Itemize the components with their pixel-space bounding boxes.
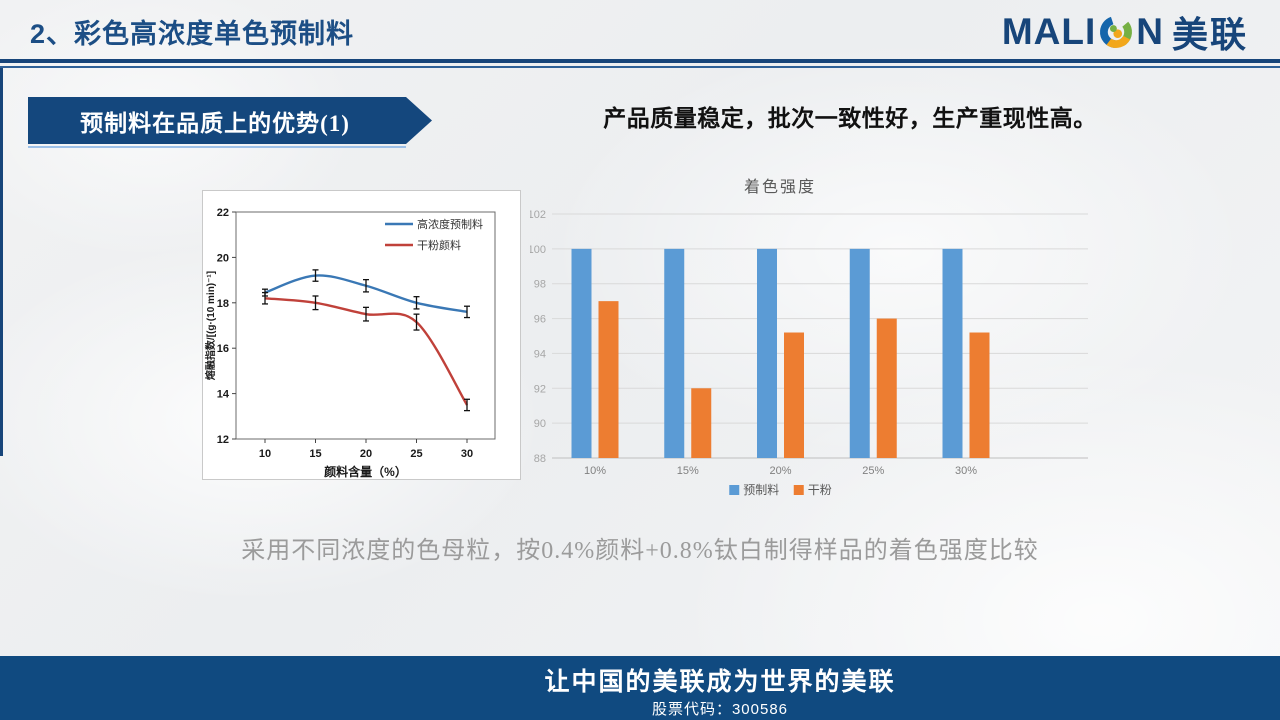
svg-text:30: 30 [461,448,473,460]
svg-text:25: 25 [410,448,422,460]
section-banner: 预制料在品质上的优势(1) [28,97,432,144]
footer-slogan: 让中国的美联成为世界的美联 [544,668,896,696]
svg-text:100: 100 [530,244,546,256]
svg-text:着色强度: 着色强度 [744,178,816,196]
left-accent-stripe [0,68,3,456]
svg-text:干粉颜料: 干粉颜料 [417,238,461,252]
svg-text:15%: 15% [677,465,699,477]
svg-text:96: 96 [534,314,546,326]
header: 2、彩色高浓度单色预制料 MALI N 美联 [0,0,1280,68]
logo-text-en: MALI N [1002,11,1164,53]
svg-text:15: 15 [309,448,321,460]
svg-text:94: 94 [534,348,546,360]
svg-text:熔融指数/[(g·(10 min)⁻¹]: 熔融指数/[(g·(10 min)⁻¹] [204,271,217,380]
svg-text:22: 22 [217,207,229,219]
svg-text:颜料含量（%）: 颜料含量（%） [324,464,407,479]
logo-text-prefix: MALI [1001,11,1097,52]
svg-text:30%: 30% [955,465,977,477]
svg-text:92: 92 [534,383,546,395]
banner-underline [28,146,406,148]
section-banner-label: 预制料在品质上的优势(1) [80,110,350,136]
svg-text:高浓度预制料: 高浓度预制料 [417,217,483,231]
svg-text:12: 12 [217,434,229,446]
bar-chart-region: 着色强度 88 90 92 94 96 98 100 102 10% 15% 20% 25% 30% 预制料… [528,172,1115,517]
svg-text:102: 102 [530,209,546,221]
svg-text:预制料: 预制料 [743,483,779,497]
page-title: 2、彩色高浓度单色预制料 [30,19,355,49]
svg-text:88: 88 [534,453,546,465]
svg-text:10%: 10% [584,465,606,477]
logo-swirl-icon [1100,16,1133,48]
header-rule-thin [0,66,1280,68]
footer-band: 让中国的美联成为世界的美联 股票代码：300586 [0,656,1280,720]
line-chart: 12 14 16 18 20 22 10 15 20 25 30 颜料含量（%） 熔融指数/[(g·(1… [204,207,496,479]
svg-text:18: 18 [217,298,229,310]
logo-text-cn: 美联 [1171,14,1248,55]
svg-text:20: 20 [360,448,372,460]
svg-text:10: 10 [259,448,271,460]
headline-text: 产品质量稳定，批次一致性好，生产重现性高。 [603,105,1097,131]
svg-text:14: 14 [217,389,230,401]
malion-logo: MALI N 美联 [1002,8,1248,56]
svg-text:16: 16 [217,343,229,355]
svg-text:干粉: 干粉 [808,483,832,497]
caption-text: 采用不同浓度的色母粒，按0.4%颜料+0.8%钛白制得样品的着色强度比较 [241,538,1039,564]
footer-stock-code: 股票代码：300586 [651,701,789,718]
logo-text-suffix: N [1136,11,1164,52]
line-chart-panel: 12 14 16 18 20 22 10 15 20 25 30 颜料含量（%） 熔融指数/[(g·(1… [202,190,521,480]
svg-text:20%: 20% [769,465,791,477]
svg-text:98: 98 [534,279,546,291]
svg-text:90: 90 [534,418,546,430]
bar-chart: 着色强度 88 90 92 94 96 98 100 102 10% 15% 20% 25% 30% 预制料… [528,178,1088,497]
header-rule-thick [0,59,1280,63]
svg-text:20: 20 [217,252,229,264]
svg-text:25%: 25% [862,465,884,477]
